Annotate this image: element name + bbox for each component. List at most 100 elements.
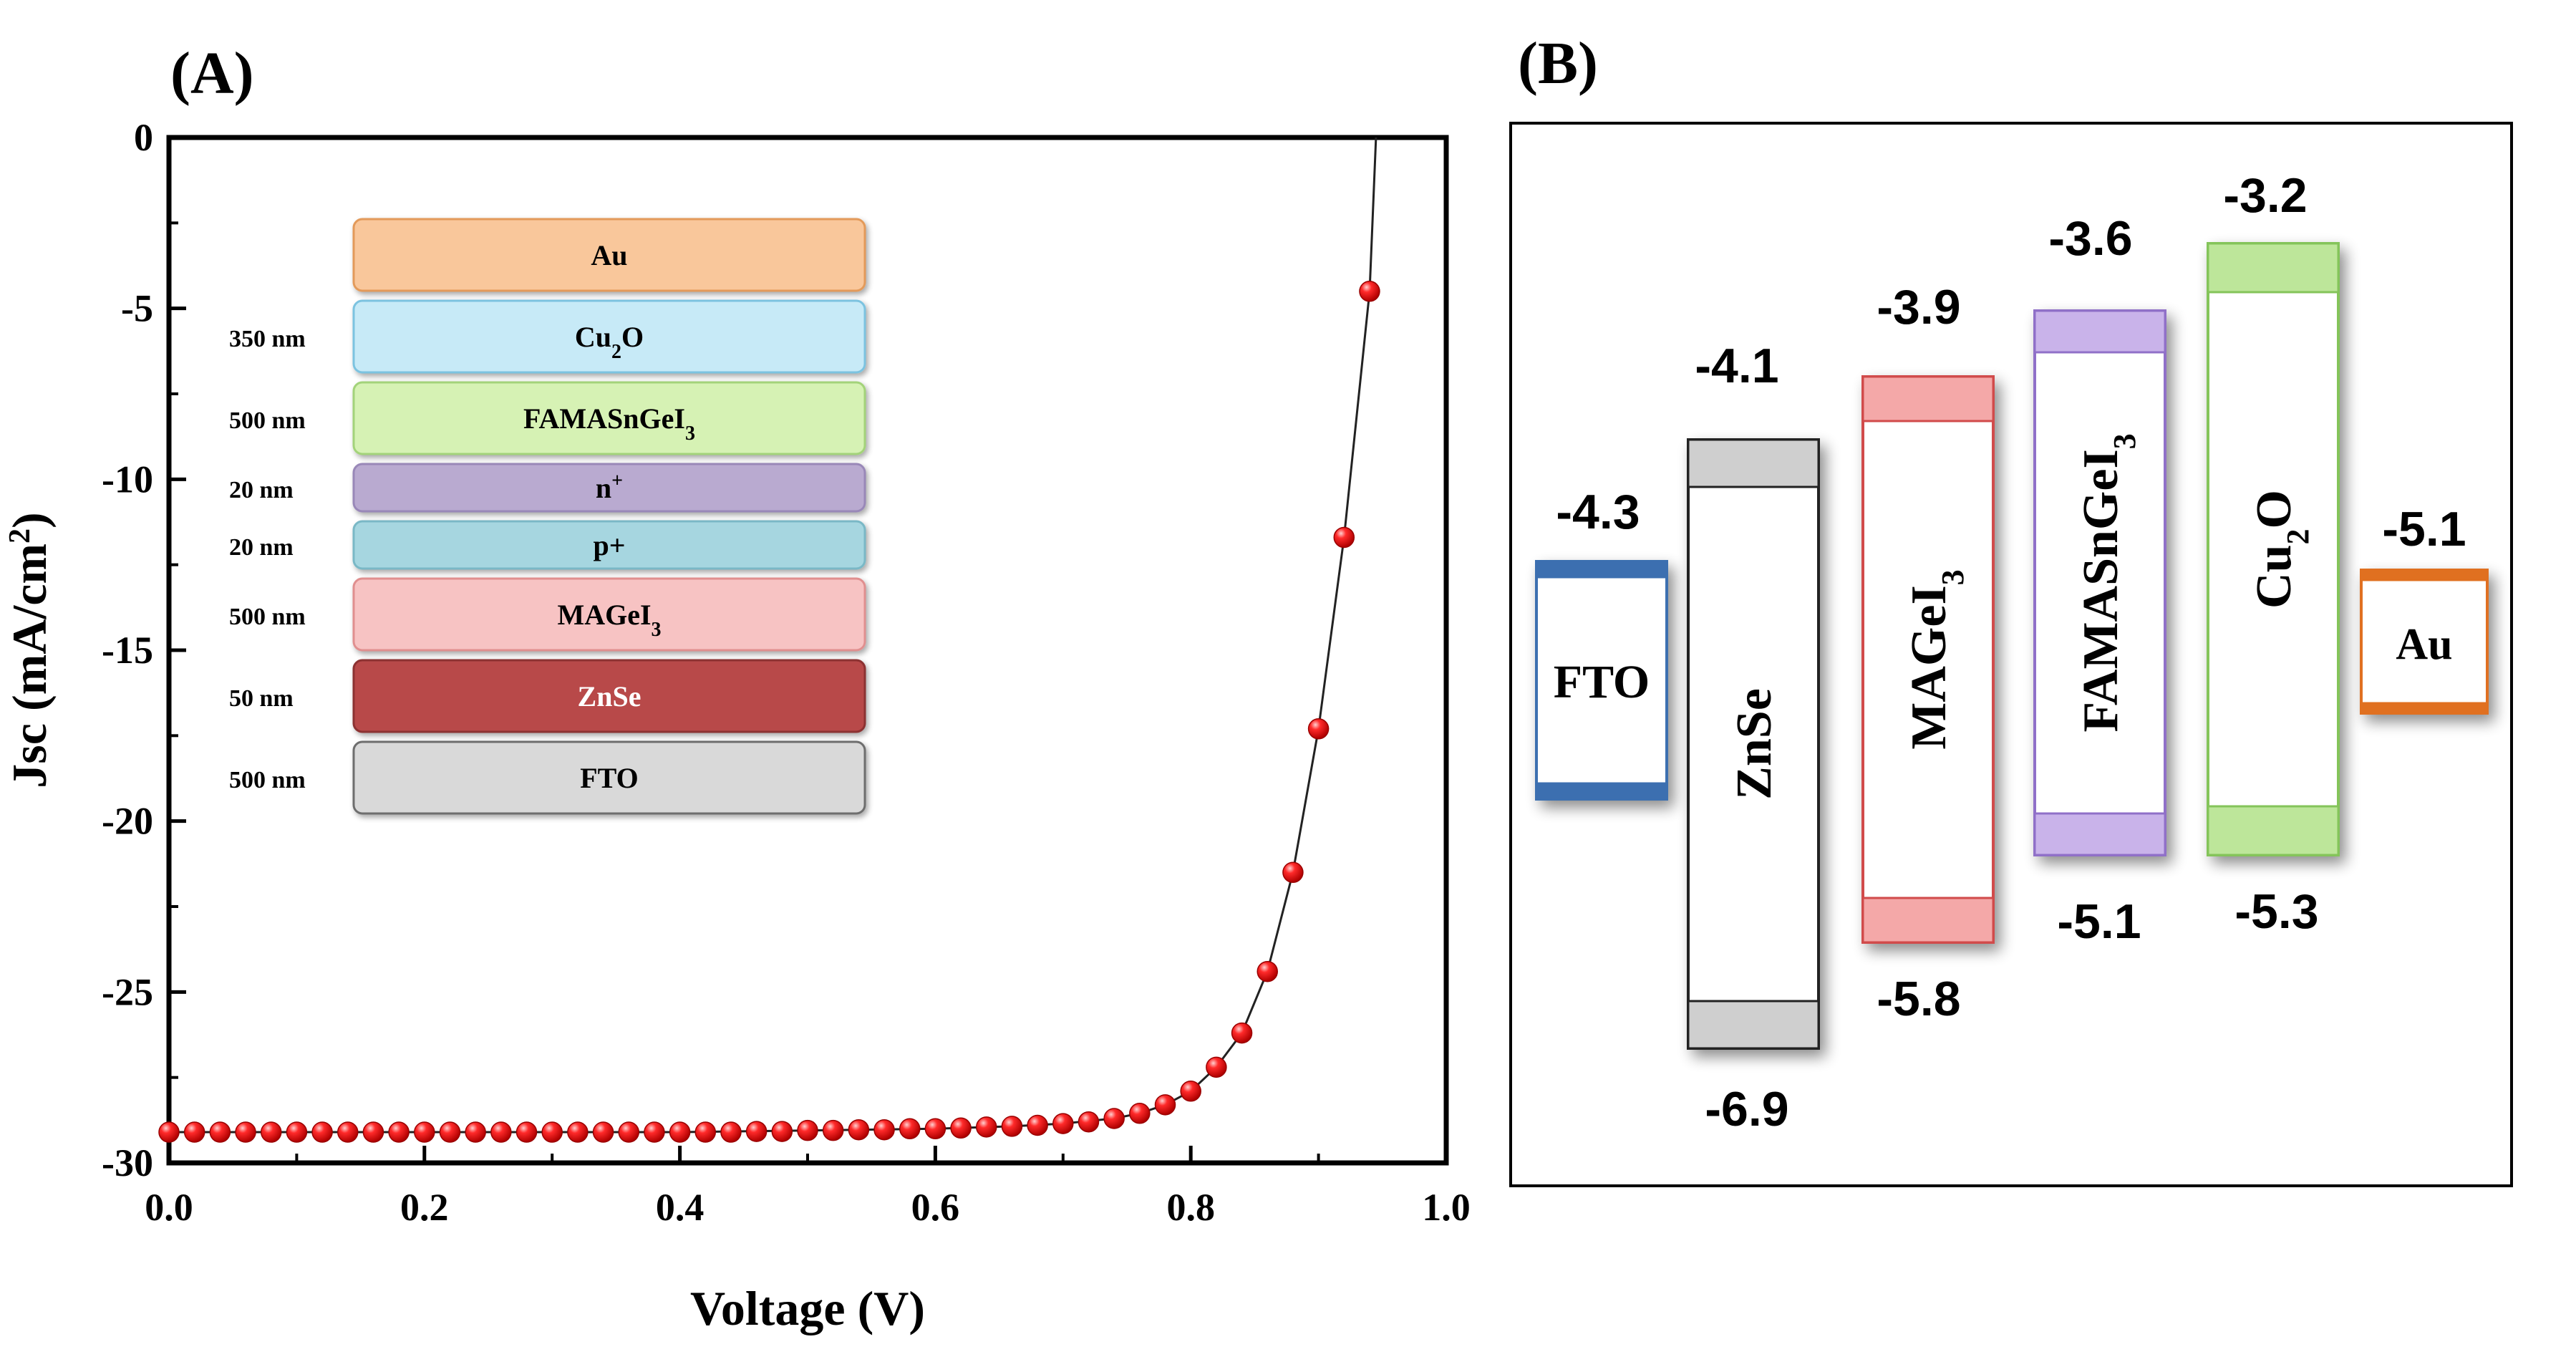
data-point xyxy=(669,1121,691,1143)
band-cu2o: Cu2O -3.2 -5.3 xyxy=(2207,168,2340,939)
data-point xyxy=(924,1118,946,1140)
data-points xyxy=(158,281,1380,1143)
band-value-top: -4.3 xyxy=(1556,485,1640,539)
data-point xyxy=(541,1121,563,1143)
data-point xyxy=(414,1121,435,1143)
data-point xyxy=(439,1121,461,1143)
data-point xyxy=(183,1121,205,1143)
x-tick-label: 0.4 xyxy=(656,1186,704,1229)
band-value-bottom: -5.8 xyxy=(1877,972,1960,1026)
x-tick-label: 0.8 xyxy=(1166,1186,1215,1229)
data-point xyxy=(976,1116,997,1138)
inset-layer-thickness: 350 nm xyxy=(229,326,306,352)
inset-layer-thickness: 500 nm xyxy=(229,604,306,630)
data-point xyxy=(720,1121,742,1143)
data-point xyxy=(1154,1094,1176,1116)
data-point xyxy=(235,1121,256,1143)
inset-layer-thickness: 500 nm xyxy=(229,767,306,793)
data-point xyxy=(822,1119,844,1141)
inset-layer-label: Au xyxy=(591,239,627,271)
band-diagram: FTO -4.3 ZnSe -4.1 -6.9 MAGeI3 -3.9 -5.8 FAMASnG… xyxy=(1509,122,2513,1187)
band-znse: ZnSe -4.1 -6.9 xyxy=(1687,339,1820,1136)
band-value-bottom: -6.9 xyxy=(1705,1082,1788,1136)
x-axis-ticks: 0.0 0.2 0.4 0.6 0.8 1.0 xyxy=(145,1146,1471,1229)
y-axis-ticks: 0 -5 -10 -15 -20 -25 -30 xyxy=(102,116,186,1184)
inset-layer-p-: p+ 20 nm xyxy=(229,520,866,570)
band-fto: FTO -4.3 xyxy=(1535,485,1668,801)
data-point xyxy=(362,1121,384,1143)
y-tick-label: -5 xyxy=(121,287,153,330)
data-point xyxy=(950,1117,972,1139)
data-point xyxy=(1027,1114,1048,1136)
data-point xyxy=(1333,526,1355,549)
data-point xyxy=(260,1121,282,1143)
band-material-label: MAGeI3 xyxy=(1902,569,1970,749)
data-point xyxy=(797,1119,818,1141)
data-point xyxy=(337,1121,359,1143)
inset-layer-n-: n+ 20 nm xyxy=(229,463,866,513)
data-point xyxy=(388,1121,410,1143)
data-point xyxy=(1103,1108,1125,1129)
data-point xyxy=(1180,1081,1201,1102)
band-famasngei3: FAMASnGeI3 -3.6 -5.1 xyxy=(2033,211,2166,949)
band-value-bottom: -5.1 xyxy=(2057,894,2141,949)
data-point xyxy=(618,1121,639,1143)
band-material-label: Cu2O xyxy=(2247,490,2315,609)
panel-label-a: (A) xyxy=(170,40,254,107)
inset-layer-label: FTO xyxy=(580,762,639,794)
device-structure-inset: Au Cu2O 350 nm FAMASnGeI3 500 nm n+ 20 nm p+ 20 … xyxy=(229,218,866,815)
band-value-top: -3.2 xyxy=(2223,168,2307,223)
data-point xyxy=(1001,1116,1023,1137)
inset-layer-label: Cu2O xyxy=(575,321,644,363)
data-point xyxy=(899,1118,921,1140)
y-tick-label: -10 xyxy=(102,458,153,501)
data-point xyxy=(209,1121,231,1143)
data-point xyxy=(465,1121,486,1143)
data-point xyxy=(694,1121,717,1143)
panel-label-b: (B) xyxy=(1518,30,1598,97)
data-point xyxy=(158,1121,180,1143)
band-au: Au -5.1 xyxy=(2360,502,2489,715)
data-point xyxy=(848,1119,870,1141)
x-tick-label: 1.0 xyxy=(1422,1186,1471,1229)
band-diagram-frame xyxy=(1509,122,2513,1187)
data-point xyxy=(1206,1056,1227,1078)
y-tick-label: -20 xyxy=(102,800,153,843)
inset-layer-famasngei3: FAMASnGeI3 500 nm xyxy=(229,381,866,455)
data-point xyxy=(311,1121,333,1143)
inset-layer-magei3: MAGeI3 500 nm xyxy=(229,577,866,652)
data-point xyxy=(1052,1113,1074,1134)
inset-layer-thickness: 20 nm xyxy=(229,477,294,503)
x-tick-label: 0.0 xyxy=(145,1186,193,1229)
y-tick-label: -25 xyxy=(102,970,153,1013)
band-value-top: -4.1 xyxy=(1695,339,1778,393)
band-material-label: FTO xyxy=(1554,656,1650,708)
inset-layer-au: Au xyxy=(352,218,866,292)
data-point xyxy=(745,1121,768,1142)
data-point xyxy=(515,1121,538,1143)
band-material-label: Au xyxy=(2396,620,2452,669)
x-tick-label: 0.2 xyxy=(400,1186,449,1229)
inset-layer-label: p+ xyxy=(593,529,625,561)
data-point xyxy=(286,1121,308,1143)
data-point xyxy=(1078,1111,1100,1133)
data-point xyxy=(1231,1022,1253,1044)
data-point xyxy=(1359,281,1380,302)
y-axis-label: Jsc (mA/cm2) xyxy=(2,512,57,788)
inset-layer-thickness: 500 nm xyxy=(229,407,306,434)
inset-layer-label: MAGeI3 xyxy=(557,599,661,641)
band-value-bottom: -5.3 xyxy=(2234,884,2318,939)
inset-layer-label: ZnSe xyxy=(578,680,641,712)
band-material-label: ZnSe xyxy=(1727,688,1782,800)
data-point xyxy=(873,1119,895,1141)
jv-chart: 0.0 0.2 0.4 0.6 0.8 1.0 0 -5 -10 -15 -20 -25 -30 Au… xyxy=(2,116,1471,1335)
y-tick-label: 0 xyxy=(134,116,153,159)
band-material-label: FAMASnGeI3 xyxy=(2073,433,2142,732)
data-point xyxy=(592,1121,614,1143)
data-point xyxy=(1256,960,1278,982)
y-tick-label: -30 xyxy=(102,1141,153,1184)
band-value-top: -3.6 xyxy=(2048,211,2132,266)
data-point xyxy=(490,1121,512,1143)
data-point xyxy=(1307,718,1330,740)
